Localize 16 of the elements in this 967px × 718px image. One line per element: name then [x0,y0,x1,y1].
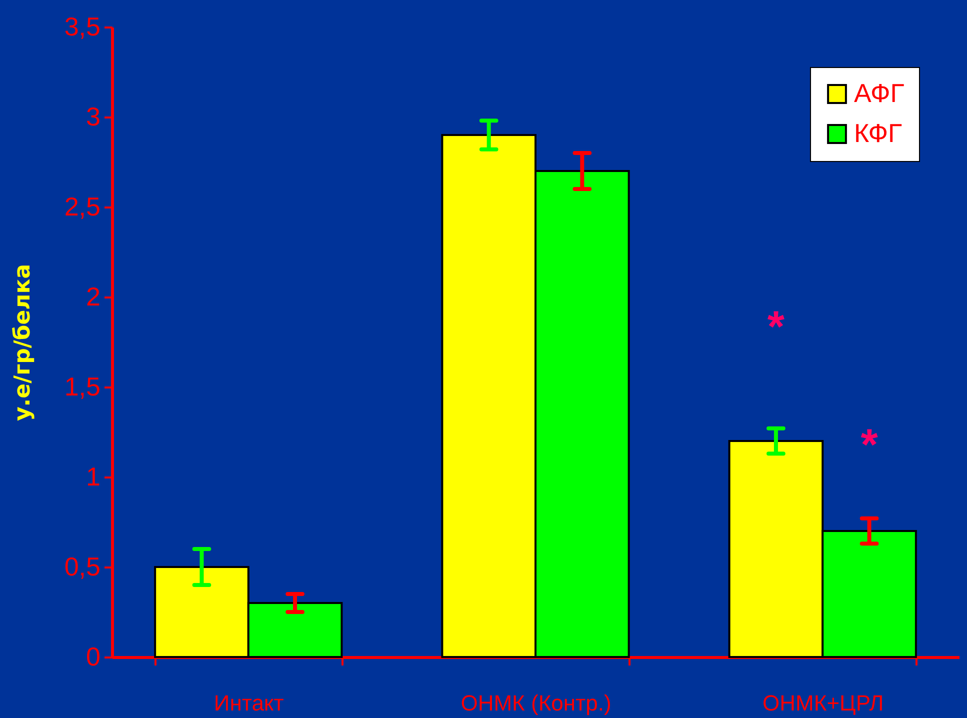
y-tick-label: 1 [86,462,100,492]
y-tick-label: 1,5 [64,372,100,402]
y-tick-label: 3 [86,102,100,132]
y-tick-label: 0 [86,642,100,672]
y-axis-title: у.е/гр/белка [10,264,36,422]
x-tick-label: Интакт [214,690,284,716]
y-tick-label: 0,5 [64,552,100,582]
annotation: * [767,302,786,352]
x-tick-label: ОНМК (Контр.) [460,690,612,716]
y-tick-label: 2 [86,282,100,312]
legend-label: АФГ [854,78,904,108]
y-tick-label: 3,5 [64,12,100,42]
y-tick-label: 2,5 [64,192,100,222]
legend-label: КФГ [854,118,902,148]
x-tick-label: ОНМК+ЦРЛ [762,690,884,716]
annotation: * [860,420,879,470]
